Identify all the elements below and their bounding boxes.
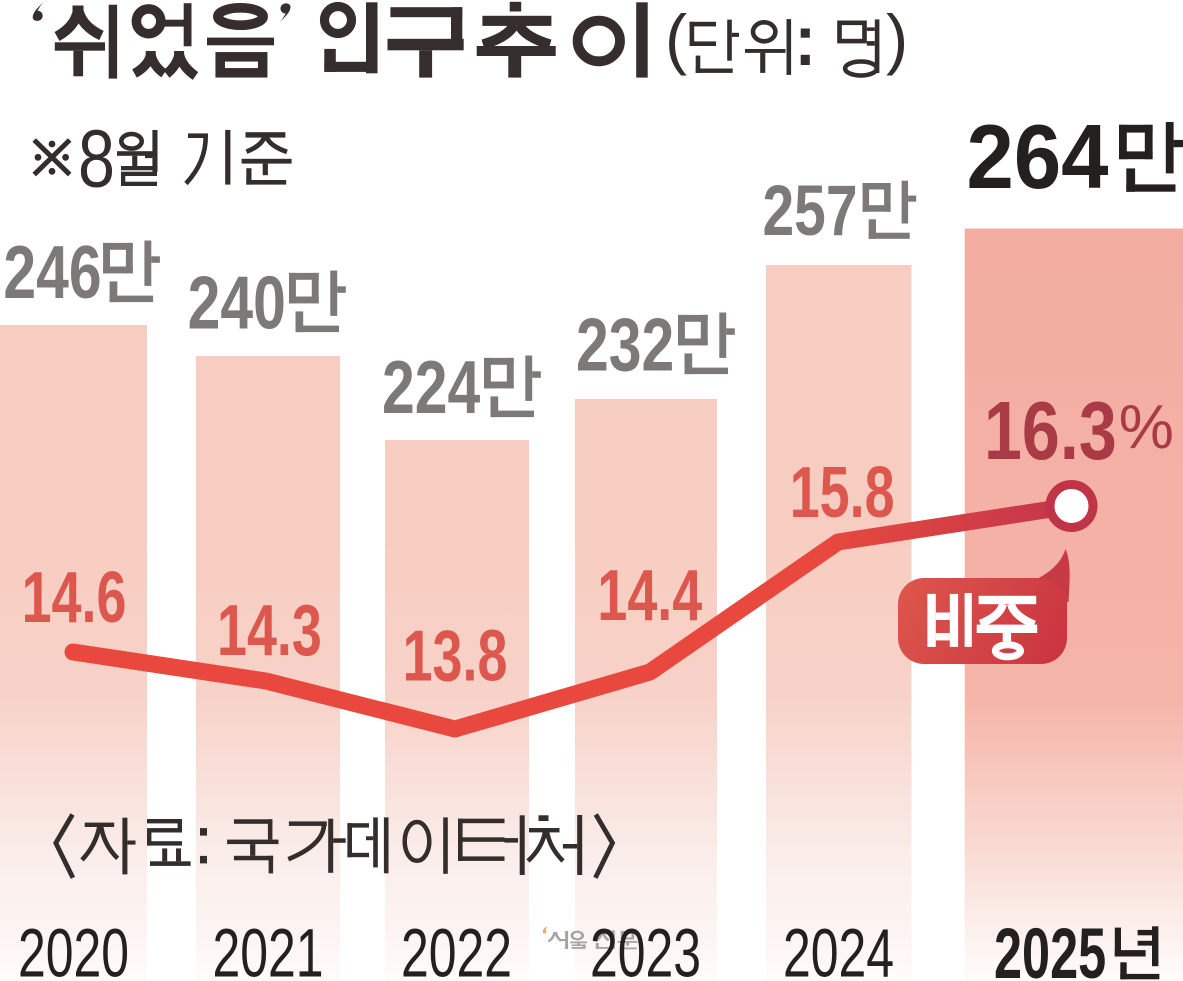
svg-text:232: 232 — [576, 304, 674, 388]
svg-text:14.3: 14.3 — [217, 589, 322, 671]
svg-text:2023: 2023 — [590, 915, 701, 981]
svg-text:240: 240 — [188, 261, 286, 345]
svg-text:2024: 2024 — [783, 915, 894, 981]
svg-text:13.8: 13.8 — [403, 615, 508, 697]
svg-text:2021: 2021 — [213, 915, 324, 981]
svg-text:264: 264 — [967, 105, 1109, 207]
svg-text:): ) — [886, 2, 908, 76]
svg-text:2020: 2020 — [18, 915, 129, 981]
svg-text:14.4: 14.4 — [597, 554, 702, 636]
svg-text:14.6: 14.6 — [22, 556, 127, 638]
svg-text:2022: 2022 — [401, 915, 512, 981]
svg-text:15.8: 15.8 — [790, 451, 895, 533]
svg-text:16.3: 16.3 — [984, 386, 1117, 477]
svg-text:8: 8 — [78, 112, 115, 204]
svg-text:224: 224 — [382, 346, 481, 430]
svg-text:2025: 2025 — [994, 914, 1106, 981]
svg-text:(: ( — [665, 2, 687, 76]
svg-text:%: % — [1119, 393, 1174, 462]
svg-text:246: 246 — [3, 231, 101, 315]
svg-text:257: 257 — [763, 171, 858, 251]
